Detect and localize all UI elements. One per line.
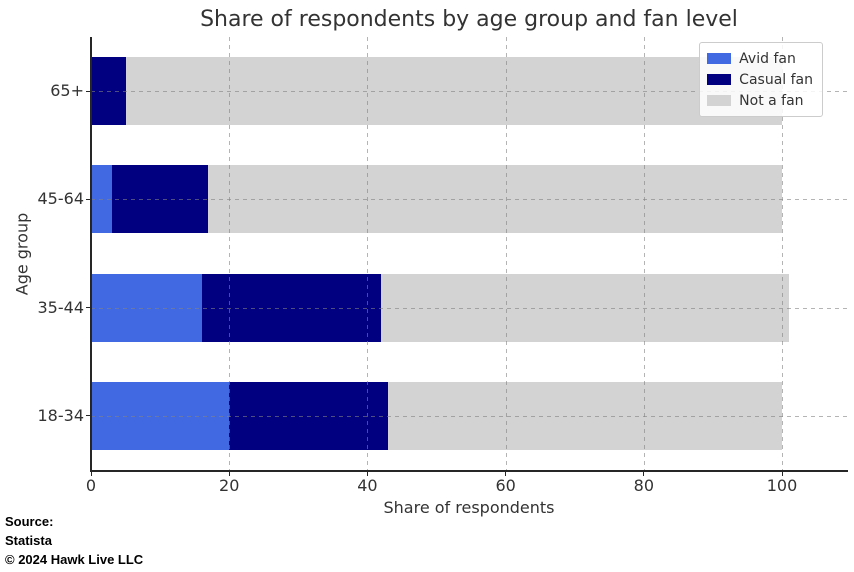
x-tick-label: 80 (633, 476, 654, 495)
y-tick-mark (86, 415, 90, 417)
legend-item: Casual fan (707, 69, 813, 90)
x-tick-mark (228, 472, 230, 476)
y-tick-mark (86, 198, 90, 200)
x-tick-label: 0 (85, 476, 97, 495)
x-axis-label: Share of respondents (383, 498, 555, 517)
legend-color-swatch (707, 95, 732, 106)
y-axis-label: Age group (12, 212, 32, 296)
source-label: Source: (5, 514, 54, 529)
legend-color-swatch (707, 53, 732, 64)
x-tick-mark (781, 472, 783, 476)
y-tick-label: 18-34 (37, 405, 85, 425)
y-axis-spine (90, 37, 92, 472)
source-annotation: Source: Statista © 2024 Hawk Live LLC (5, 512, 143, 569)
y-gridline (91, 307, 847, 309)
x-gridline (367, 37, 369, 470)
x-tick-label: 60 (495, 476, 516, 495)
legend-color-swatch (707, 74, 732, 85)
legend-item: Not a fan (707, 90, 813, 111)
y-tick-label: 45-64 (37, 189, 85, 209)
chart-title: Share of respondents by age group and fa… (200, 7, 738, 32)
y-tick-mark (86, 307, 90, 309)
x-tick-mark (366, 472, 368, 476)
legend-item-label: Not a fan (739, 92, 804, 109)
x-tick-label: 20 (219, 476, 240, 495)
y-gridline (91, 91, 847, 93)
plot-area: Avid fan Casual fan Not a fan (91, 37, 847, 470)
y-tick-label: 35-44 (37, 297, 85, 317)
legend-item-label: Avid fan (739, 50, 796, 67)
x-tick-label: 40 (357, 476, 378, 495)
grid-layer (91, 37, 847, 470)
x-gridline (782, 37, 784, 470)
x-axis-spine (90, 470, 848, 472)
y-gridline (91, 199, 847, 201)
copyright-text: © 2024 Hawk Live LLC (5, 552, 144, 567)
y-gridline (91, 415, 847, 417)
x-gridline (505, 37, 507, 470)
y-tick-mark (86, 90, 90, 92)
x-gridline (229, 37, 231, 470)
x-tick-mark (90, 472, 92, 476)
x-tick-label: 100 (766, 476, 798, 495)
x-tick-mark (643, 472, 645, 476)
x-gridline (643, 37, 645, 470)
legend-item-label: Casual fan (739, 71, 813, 88)
x-tick-mark (505, 472, 507, 476)
legend-item: Avid fan (707, 48, 813, 69)
source-name: Statista (5, 533, 52, 548)
legend: Avid fan Casual fan Not a fan (699, 42, 823, 117)
y-tick-label: 65+ (50, 81, 84, 101)
